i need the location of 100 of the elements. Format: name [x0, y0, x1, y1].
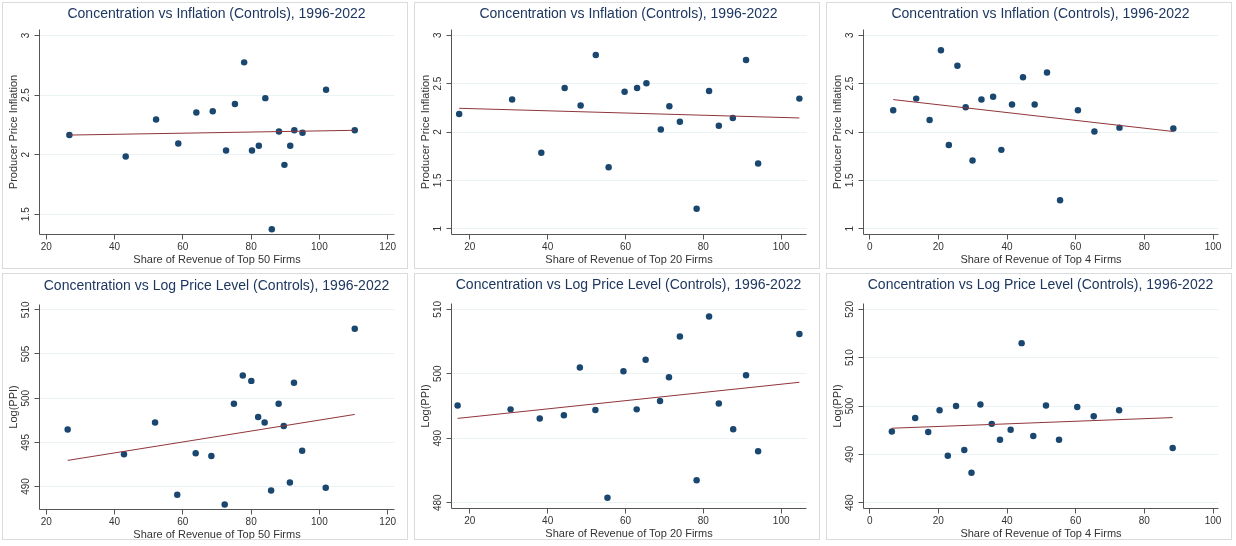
y-tick-label: 490 — [843, 445, 855, 463]
point — [1091, 128, 1098, 135]
y-tick-label: 2 — [843, 128, 855, 135]
x-tick-label: 60 — [619, 240, 632, 252]
point — [604, 494, 611, 501]
x-tick-label: 100 — [1204, 514, 1222, 526]
point — [666, 103, 673, 110]
y-tick-label: 1.5 — [431, 172, 443, 188]
x-tick-label: 60 — [1070, 514, 1082, 526]
point — [1056, 196, 1064, 204]
point — [239, 372, 247, 379]
x-tick-label: 60 — [177, 515, 189, 527]
point — [231, 100, 239, 108]
point — [754, 160, 762, 167]
x-tick-label: 80 — [245, 515, 258, 527]
y-tick-label: 500 — [19, 389, 31, 407]
y-tick-label: 480 — [431, 493, 443, 512]
point — [1074, 403, 1081, 411]
y-tick-label: 510 — [431, 300, 443, 318]
point — [255, 142, 263, 150]
point — [290, 379, 298, 386]
point — [261, 419, 268, 426]
point — [977, 401, 984, 408]
x-tick-label: 40 — [109, 240, 121, 252]
y-tick-label: 510 — [843, 348, 855, 366]
y-tick-label: 2 — [431, 128, 443, 135]
point — [1008, 101, 1016, 108]
point — [281, 161, 288, 169]
point — [240, 59, 248, 66]
y-axis-title: Producer Price Inflation — [830, 74, 843, 190]
y-tick-label: 2.5 — [19, 87, 31, 103]
x-axis-title: Share of Revenue of Top 4 Firms — [960, 526, 1123, 539]
point — [507, 406, 514, 413]
point — [120, 450, 128, 458]
y-axis-title: Log(PPI) — [418, 384, 431, 428]
point — [221, 501, 228, 508]
x-tick-label: 60 — [619, 514, 632, 526]
point — [978, 96, 985, 103]
y-tick-label: 1.5 — [843, 172, 855, 188]
x-tick-label: 0 — [866, 514, 873, 526]
y-tick-label: 1 — [843, 225, 855, 232]
point — [455, 110, 463, 118]
point — [193, 109, 200, 116]
y-axis-title: Producer Price Inflation — [418, 74, 431, 190]
point — [936, 407, 943, 414]
point — [1018, 339, 1025, 347]
x-tick-label: 40 — [542, 240, 554, 252]
point — [322, 484, 329, 492]
x-tick-label: 120 — [379, 515, 397, 527]
point — [989, 93, 997, 100]
point — [536, 415, 543, 422]
point — [954, 62, 961, 69]
point — [248, 377, 255, 385]
point — [742, 371, 750, 379]
y-tick-label: 505 — [19, 345, 31, 363]
x-tick-label: 100 — [311, 515, 329, 527]
point — [151, 419, 159, 426]
x-axis-title: Share of Revenue of Top 20 Firms — [545, 252, 714, 265]
x-tick-label: 0 — [866, 240, 873, 252]
point — [222, 147, 230, 154]
x-tick-label: 40 — [1001, 240, 1014, 252]
point — [1031, 101, 1038, 108]
point — [605, 164, 612, 171]
point — [1019, 74, 1027, 81]
point — [754, 448, 762, 455]
x-tick-label: 80 — [697, 240, 710, 252]
point — [592, 51, 600, 59]
point — [944, 452, 952, 460]
point — [1055, 436, 1063, 444]
point — [508, 96, 516, 103]
x-tick-label: 80 — [1138, 240, 1151, 252]
point — [322, 86, 330, 94]
y-axis-title: Log(PPI) — [6, 385, 19, 429]
point — [1169, 444, 1176, 452]
point — [192, 450, 199, 457]
point — [693, 205, 700, 213]
point — [1007, 426, 1014, 433]
point — [152, 116, 160, 123]
point — [351, 325, 358, 332]
point — [577, 102, 584, 109]
x-tick-label: 80 — [697, 514, 710, 526]
y-tick-label: 3 — [19, 32, 31, 39]
point — [665, 373, 673, 381]
point — [560, 411, 568, 419]
point — [693, 477, 700, 484]
point — [998, 146, 1005, 154]
point — [275, 400, 282, 408]
point — [621, 88, 628, 96]
point — [1074, 106, 1082, 114]
x-axis-title: Share of Revenue of Top 20 Firms — [545, 526, 714, 539]
point — [1170, 125, 1177, 132]
chart-title: Concentration vs Log Price Level (Controls), 1996-2022 — [43, 276, 390, 293]
chart-title: Concentration vs Inflation (Controls), 1996-2022 — [891, 5, 1190, 21]
point — [705, 313, 713, 320]
point — [254, 413, 262, 421]
x-tick-label: 40 — [542, 514, 554, 526]
x-tick-label: 60 — [1070, 240, 1082, 252]
point — [952, 402, 960, 410]
point — [705, 87, 713, 95]
point — [924, 428, 932, 436]
